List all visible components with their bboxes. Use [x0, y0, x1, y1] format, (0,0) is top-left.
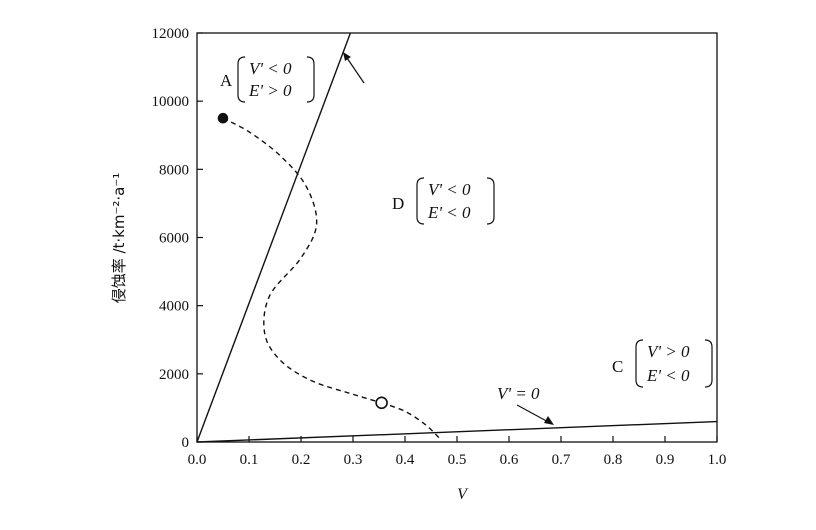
region-a-cond2: E' > 0 — [248, 81, 292, 100]
region-a-cond1: V' < 0 — [249, 59, 292, 78]
series-line-3 — [381, 402, 442, 441]
x-tick-label-7: 0.7 — [552, 452, 571, 468]
region-c-cond2: E' < 0 — [646, 366, 690, 385]
region-c-annotation: C V' > 0 E' < 0 — [612, 339, 713, 388]
region-c-right-bracket — [704, 339, 713, 388]
region-d-annotation: D V' < 0 E' < 0 — [392, 177, 495, 225]
steep-line-arrowhead — [343, 52, 351, 61]
y-tick-label-3: 6000 — [159, 231, 189, 247]
steep-line-pointer-stroke — [344, 54, 365, 84]
v-prime-zero-text: V' = 0 — [497, 384, 540, 403]
x-tick-label-5: 0.5 — [448, 452, 467, 468]
y-tick-label-4: 8000 — [159, 162, 189, 178]
x-axis-title: V — [457, 486, 469, 503]
tick-group: 0.0 0.1 0.2 0.3 0.4 0.5 0.6 0.7 0.8 0.9 1.0 0 2000 40… — [152, 26, 727, 468]
region-c-cond1: V' > 0 — [647, 342, 690, 361]
x-tick-label-4: 0.4 — [396, 452, 415, 468]
x-tick-label-0: 0.0 — [188, 452, 207, 468]
region-c-left-bracket — [635, 339, 644, 388]
x-tick-label-10: 1.0 — [708, 452, 727, 468]
x-tick-label-6: 0.6 — [500, 452, 519, 468]
series-line-1 — [196, 420, 718, 443]
y-axis-title: 侵蚀率 /t·km⁻²·a⁻¹ — [110, 173, 128, 304]
v-prime-zero-arrowhead — [544, 416, 554, 425]
y-tick-label-1: 2000 — [159, 367, 189, 383]
region-d-right-bracket — [486, 177, 495, 225]
y-tick-label-6: 12000 — [152, 26, 190, 42]
region-a-right-bracket — [306, 56, 315, 103]
region-d-label: D — [392, 194, 404, 213]
y-tick-label-0: 0 — [182, 435, 190, 451]
end-point-marker-1 — [375, 396, 388, 410]
series-line-2 — [222, 117, 382, 404]
x-tick-label-8: 0.8 — [604, 452, 623, 468]
steep-line-pointer — [343, 52, 365, 84]
x-tick-label-2: 0.2 — [292, 452, 311, 468]
start-point-marker-0 — [217, 112, 229, 124]
x-tick-label-3: 0.3 — [344, 452, 363, 468]
marker-group — [217, 112, 388, 410]
y-tick-label-5: 10000 — [152, 94, 190, 110]
region-d-left-bracket — [416, 177, 425, 225]
y-tick-label-2: 4000 — [159, 299, 189, 315]
x-tick-label-9: 0.9 — [656, 452, 675, 468]
v-prime-zero-label: V' = 0 — [497, 384, 554, 425]
series-line-0 — [196, 32, 352, 443]
x-tick-label-1: 0.1 — [240, 452, 259, 468]
region-d-cond1: V' < 0 — [428, 180, 471, 199]
series-group — [196, 32, 718, 443]
region-a-label: A — [220, 71, 233, 90]
region-c-label: C — [612, 357, 623, 376]
region-a-annotation: A V' < 0 E' > 0 — [220, 56, 315, 103]
region-a-left-bracket — [237, 56, 246, 103]
region-d-cond2: E' < 0 — [427, 203, 471, 222]
